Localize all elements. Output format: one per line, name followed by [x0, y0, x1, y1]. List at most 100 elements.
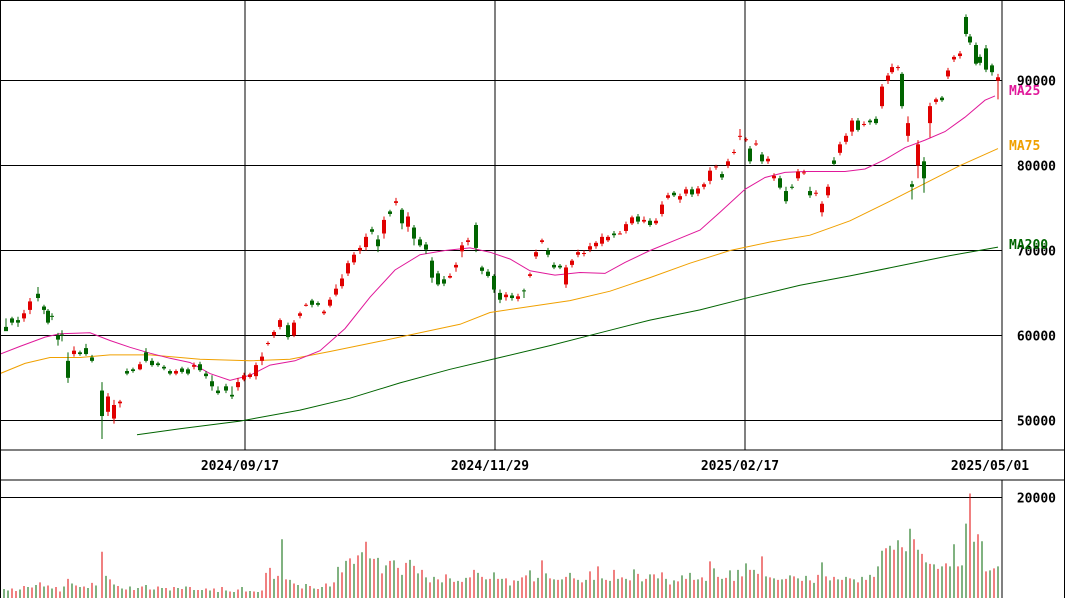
volume-tick-label: 20000: [1017, 492, 1056, 507]
candle-body: [974, 45, 978, 64]
candle-body: [832, 160, 836, 164]
candle-body: [570, 260, 574, 265]
candle-body: [36, 293, 40, 299]
candle-body: [60, 334, 64, 336]
candle-body: [236, 382, 240, 388]
candle-body: [150, 360, 154, 366]
candle-body: [28, 301, 32, 310]
candle-body: [56, 335, 60, 340]
moving-average-lines: [0, 95, 999, 436]
candle-body: [84, 348, 88, 355]
candle-body: [796, 171, 800, 179]
candle-body: [10, 318, 14, 323]
candle-body: [802, 172, 806, 174]
candle-body: [418, 239, 422, 246]
candle-body: [254, 365, 258, 377]
candle-body: [340, 278, 344, 287]
candle-body: [606, 236, 610, 241]
candle-body: [436, 273, 440, 285]
ma-line-ma200: [136, 246, 999, 436]
candle-body: [448, 275, 452, 278]
grid: [0, 0, 1002, 499]
candle-body: [660, 204, 664, 214]
legend-label-ma75: MA75: [1009, 139, 1040, 154]
candle-body: [498, 292, 502, 300]
candle-body: [480, 267, 484, 271]
candle-body: [690, 189, 694, 195]
candle-body: [376, 239, 380, 247]
candle-body: [125, 371, 129, 374]
candle-body: [46, 310, 50, 323]
candle-body: [248, 374, 252, 377]
candle-body: [934, 99, 938, 102]
candle-body: [260, 356, 264, 361]
candle-body: [636, 216, 640, 222]
candle-body: [760, 154, 764, 162]
candle-body: [744, 139, 748, 141]
candle-body: [242, 375, 246, 380]
axis-labels: 50000 60000 70000 80000 90000 20000 2024/09/17…: [201, 75, 1056, 507]
candle-body: [702, 184, 706, 187]
candle-body: [310, 300, 314, 305]
candle-body: [874, 118, 878, 124]
candle-body: [292, 322, 296, 336]
candle-body: [186, 369, 190, 374]
candle-body: [916, 144, 920, 166]
candle-body: [316, 303, 320, 305]
date-tick-label: 2025/02/17: [701, 459, 779, 474]
candle-body: [90, 357, 94, 361]
candle-body: [576, 252, 580, 255]
candle-body: [790, 186, 794, 188]
candle-body: [72, 350, 76, 355]
candle-body: [814, 192, 818, 194]
candle-body: [106, 396, 110, 412]
candle-body: [522, 290, 526, 292]
candle-body: [880, 86, 884, 107]
date-tick-label: 2024/11/29: [451, 459, 529, 474]
candle-body: [642, 219, 646, 222]
ma-line-ma75: [0, 148, 999, 375]
candlesticks: [4, 14, 1000, 439]
candle-body: [322, 311, 326, 314]
candle-body: [910, 184, 914, 187]
candle-body: [618, 233, 622, 235]
candle-body: [138, 364, 142, 370]
candle-body: [708, 170, 712, 181]
candle-body: [424, 244, 428, 250]
candle-body: [528, 274, 532, 276]
candle-body: [400, 209, 404, 224]
candle-body: [784, 191, 788, 202]
candle-body: [732, 151, 736, 153]
candle-body: [684, 189, 688, 194]
candle-body: [906, 123, 910, 136]
candle-body: [516, 296, 520, 299]
candle-body: [564, 267, 568, 285]
price-tick-label: 90000: [1017, 75, 1056, 90]
candle-body: [394, 201, 398, 203]
candle-body: [630, 217, 634, 224]
candle-body: [940, 97, 944, 101]
candle-body: [278, 320, 282, 327]
candle-body: [826, 186, 830, 196]
candle-body: [174, 371, 178, 374]
candle-body: [272, 331, 276, 336]
candle-body: [474, 225, 478, 248]
candle-body: [4, 326, 8, 332]
candle-body: [540, 240, 544, 242]
candle-body: [230, 394, 234, 397]
candle-body: [364, 236, 368, 248]
candle-body: [696, 188, 700, 194]
date-tick-label: 2024/09/17: [201, 459, 279, 474]
candle-body: [856, 120, 860, 130]
candle-body: [678, 196, 682, 200]
candle-body: [50, 315, 54, 317]
candle-body: [168, 371, 172, 374]
candle-body: [672, 192, 676, 196]
candle-body: [766, 158, 770, 162]
price-tick-label: 70000: [1017, 244, 1056, 259]
candle-body: [726, 161, 730, 166]
legend-label-ma25: MA25: [1009, 84, 1040, 99]
candle-body: [460, 245, 464, 252]
candle-body: [454, 264, 458, 268]
candle-body: [328, 299, 332, 306]
